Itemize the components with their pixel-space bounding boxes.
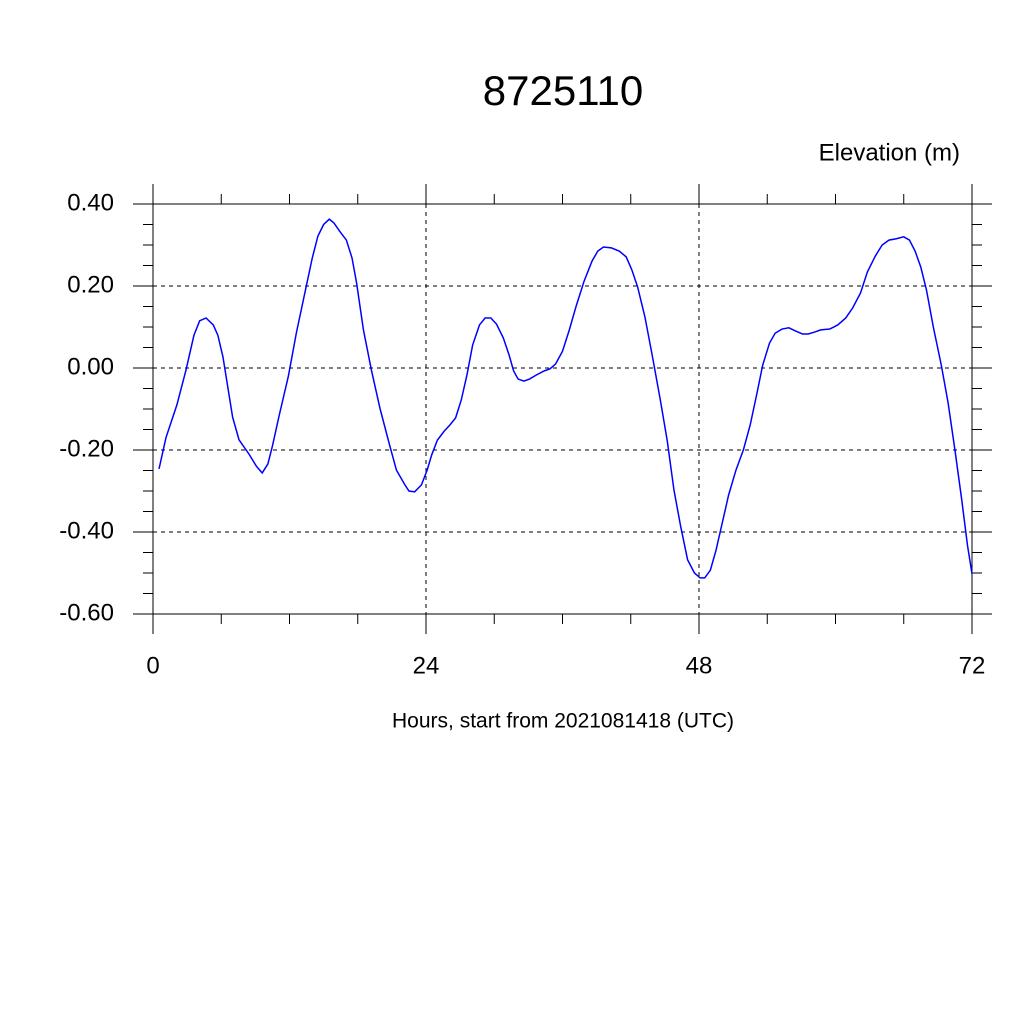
y-tick-label: -0.20: [59, 435, 114, 462]
data-line: [158, 218, 973, 579]
x-tick-label: 24: [413, 652, 440, 679]
y-tick-label: 0.00: [67, 353, 114, 380]
y-tick-label: -0.40: [59, 517, 114, 544]
x-tick-label: 48: [686, 652, 713, 679]
y-tick-label: 0.20: [67, 271, 114, 298]
y-axis-label: Elevation (m): [819, 139, 960, 166]
chart-title: 8725110: [483, 67, 643, 114]
x-tick-label: 0: [146, 652, 159, 679]
x-axis-label: Hours, start from 2021081418 (UTC): [392, 710, 734, 733]
plot-frame: [152, 203, 973, 615]
y-tick-label: 0.40: [67, 189, 114, 216]
x-tick-label: 72: [959, 652, 986, 679]
y-tick-label: -0.60: [59, 599, 114, 626]
